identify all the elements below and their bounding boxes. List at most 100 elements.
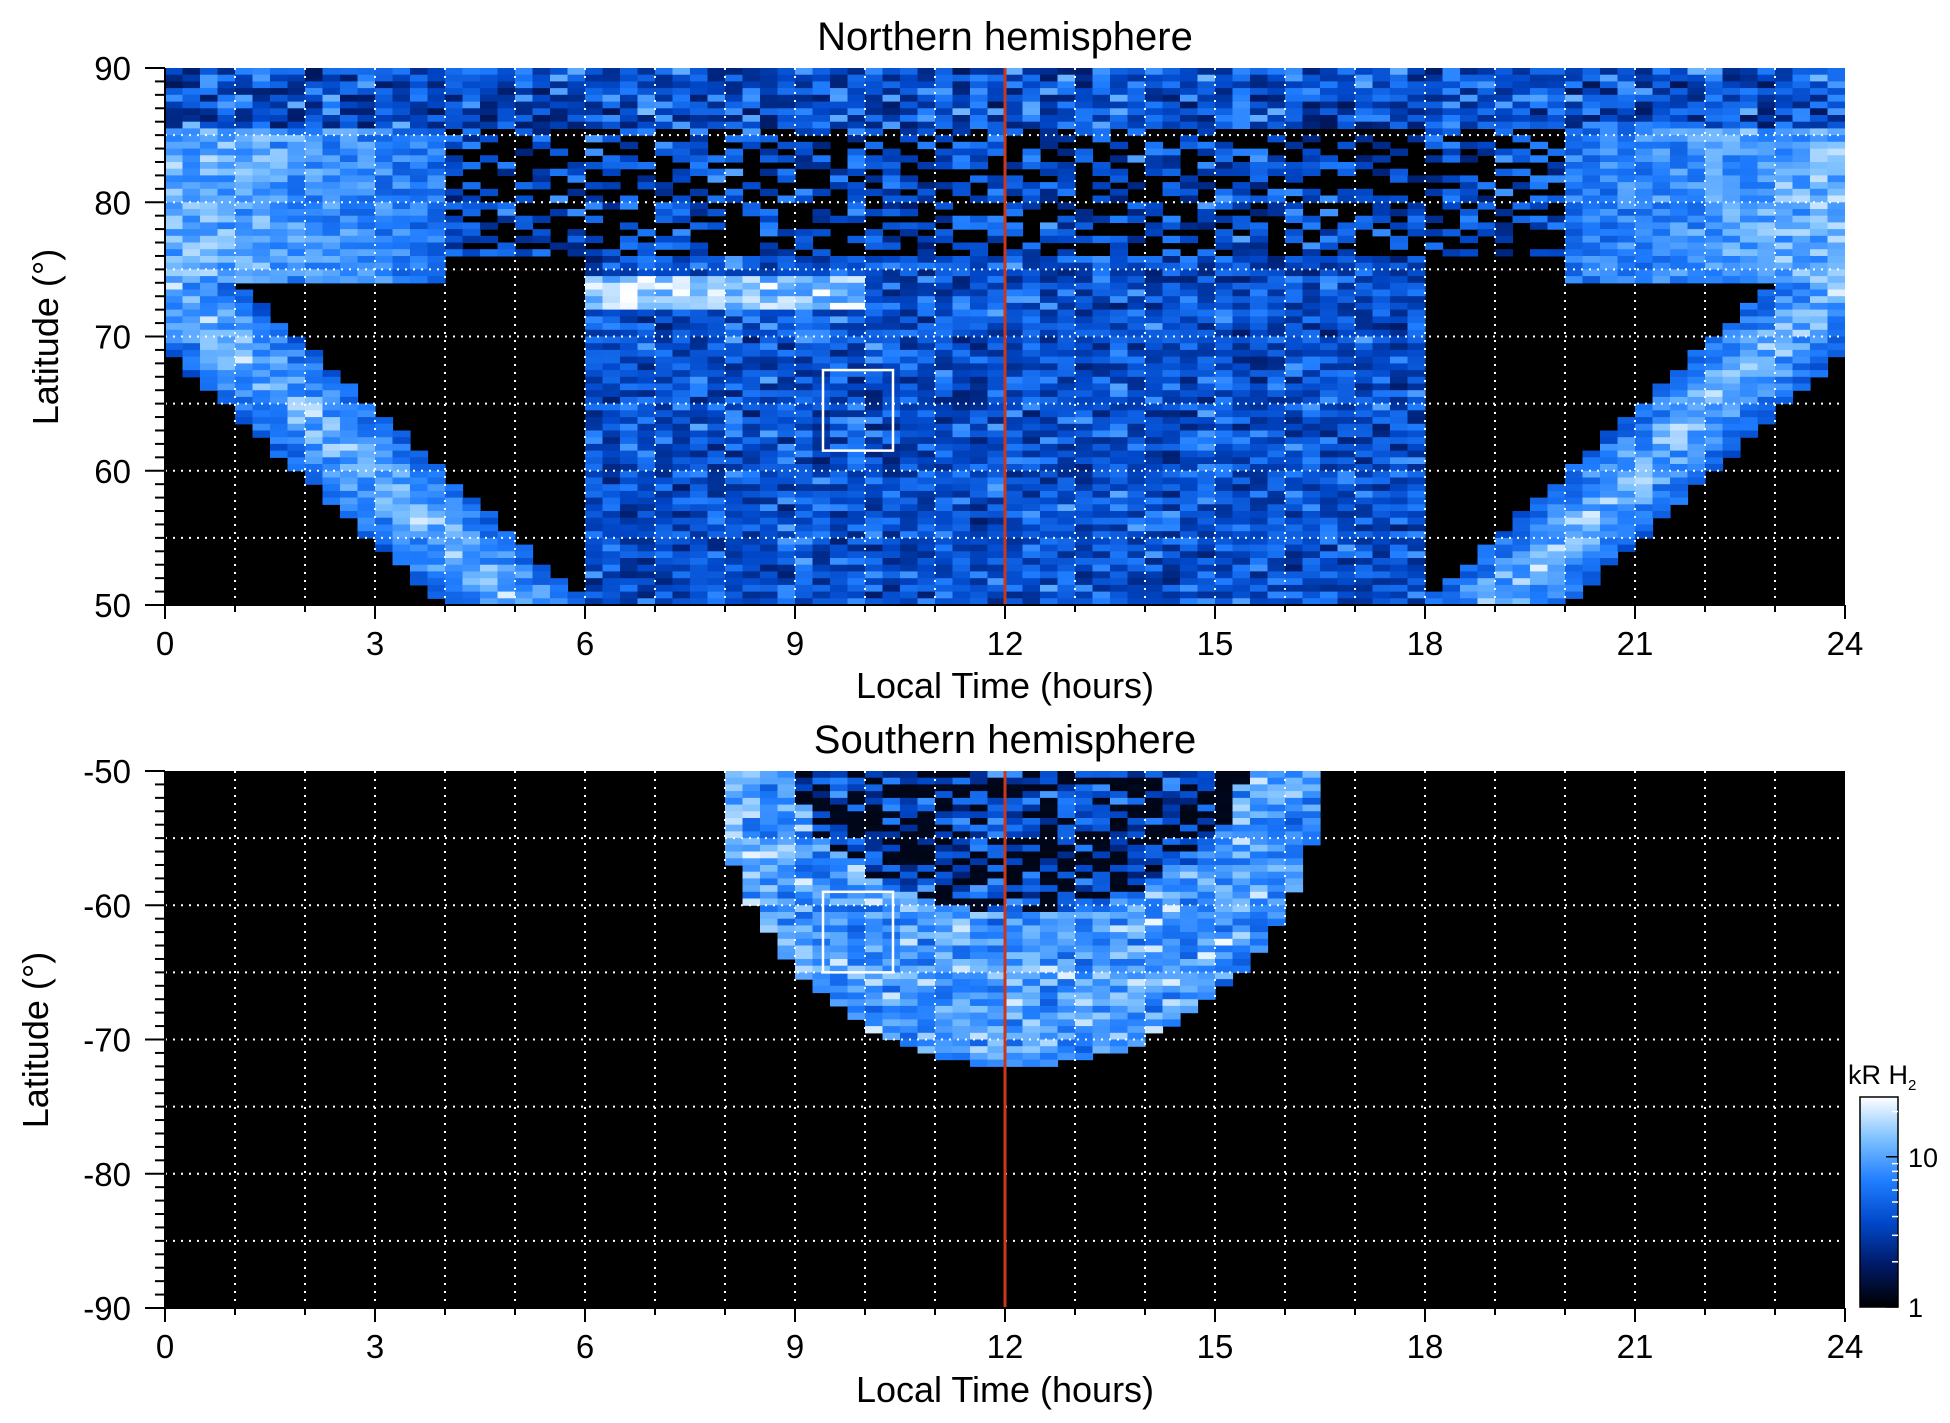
northern-emission-cell <box>392 497 411 505</box>
northern-emission-cell <box>882 370 901 378</box>
northern-emission-cell <box>1425 88 1444 96</box>
northern-emission-cell <box>1407 296 1426 304</box>
northern-emission-cell <box>252 195 271 203</box>
northern-emission-cell <box>182 74 201 82</box>
northern-emission-cell <box>1197 323 1216 331</box>
northern-emission-cell <box>1582 457 1601 465</box>
northern-emission-cell <box>987 262 1006 270</box>
northern-emission-cell <box>217 222 236 230</box>
northern-emission-cell <box>1267 511 1286 519</box>
northern-emission-cell <box>742 282 761 291</box>
northern-emission-cell <box>1390 457 1409 465</box>
northern-emission-cell <box>1232 571 1251 579</box>
northern-emission-cell <box>1040 584 1059 593</box>
northern-emission-cell <box>1197 162 1216 170</box>
northern-emission-cell <box>637 74 656 82</box>
northern-emission-cell <box>602 329 621 338</box>
northern-emission-cell <box>1442 229 1461 237</box>
northern-emission-cell <box>515 121 534 129</box>
northern-emission-cell <box>270 108 289 116</box>
northern-emission-cell <box>1635 162 1654 170</box>
northern-emission-cell <box>1127 383 1146 391</box>
northern-emission-cell <box>777 511 796 519</box>
northern-emission-cell <box>795 390 814 398</box>
northern-emission-cell <box>742 504 761 512</box>
northern-emission-cell <box>1635 531 1654 539</box>
northern-emission-cell <box>1302 383 1321 391</box>
northern-emission-cell <box>935 484 954 492</box>
northern-emission-cell <box>1635 141 1654 150</box>
northern-emission-cell <box>1355 490 1374 499</box>
northern-emission-cell <box>900 578 919 586</box>
northern-emission-cell <box>760 584 779 593</box>
northern-emission-cell <box>252 242 271 250</box>
northern-emission-cell <box>1180 484 1199 492</box>
northern-emission-cell <box>585 115 604 123</box>
northern-emission-cell <box>1302 443 1321 452</box>
northern-emission-cell <box>480 537 499 546</box>
northern-emission-cell <box>655 108 674 116</box>
northern-emission-cell <box>200 249 219 257</box>
northern-emission-cell <box>200 376 219 385</box>
northern-emission-cell <box>200 68 219 76</box>
northern-emission-cell <box>1040 256 1059 264</box>
northern-emission-cell <box>865 175 884 183</box>
northern-emission-cell <box>410 558 429 566</box>
northern-emission-cell <box>532 88 551 96</box>
northern-emission-cell <box>655 511 674 519</box>
northern-emission-cell <box>1285 464 1304 472</box>
northern-emission-cell <box>235 336 254 344</box>
northern-emission-cell <box>445 94 464 103</box>
northern-emission-cell <box>1670 121 1689 129</box>
northern-emission-cell <box>812 370 831 378</box>
northern-emission-cell <box>655 490 674 499</box>
northern-emission-cell <box>725 497 744 505</box>
northern-emission-cell <box>847 88 866 96</box>
northern-emission-cell <box>585 349 604 358</box>
northern-emission-cell <box>830 517 849 525</box>
northern-emission-cell <box>952 356 971 364</box>
northern-emission-cell <box>882 282 901 291</box>
northern-emission-cell <box>655 558 674 566</box>
northern-emission-cell <box>1022 336 1041 344</box>
northern-emission-cell <box>760 437 779 445</box>
northern-emission-cell <box>1372 584 1391 593</box>
northern-emission-cell <box>1582 558 1601 566</box>
northern-emission-cell <box>445 544 464 552</box>
northern-emission-cell <box>1267 276 1286 284</box>
northern-emission-cell <box>1565 504 1584 512</box>
northern-emission-cell <box>340 141 359 150</box>
northern-emission-cell <box>410 128 429 136</box>
northern-emission-cell <box>235 175 254 183</box>
northern-emission-cell <box>585 81 604 89</box>
northern-emission-cell <box>1460 94 1479 103</box>
northern-emission-cell <box>235 155 254 163</box>
northern-emission-cell <box>882 202 901 210</box>
northern-emission-cell <box>445 537 464 546</box>
northern-emission-cell <box>900 571 919 579</box>
northern-emission-cell <box>777 101 796 109</box>
northern-emission-cell <box>1372 531 1391 539</box>
northern-emission-cell <box>620 94 639 103</box>
northern-emission-cell <box>882 396 901 405</box>
northern-emission-cell <box>725 537 744 546</box>
northern-emission-cell <box>427 256 446 264</box>
northern-emission-cell <box>1162 276 1181 284</box>
northern-emission-cell <box>1372 578 1391 586</box>
northern-emission-cell <box>1022 115 1041 123</box>
northern-emission-cell <box>1215 571 1234 579</box>
northern-emission-cell <box>1022 403 1041 411</box>
northern-emission-cell <box>305 155 324 163</box>
northern-emission-cell <box>1075 329 1094 338</box>
northern-emission-cell <box>1355 162 1374 170</box>
northern-emission-cell <box>655 356 674 364</box>
northern-emission-cell <box>917 531 936 539</box>
northern-emission-cell <box>1005 356 1024 364</box>
northern-emission-cell <box>182 282 201 291</box>
northern-emission-cell <box>217 188 236 197</box>
northern-emission-cell <box>1110 598 1129 605</box>
northern-emission-cell <box>882 256 901 264</box>
northern-title: Northern hemisphere <box>817 15 1193 59</box>
northern-emission-cell <box>322 437 341 445</box>
northern-emission-cell <box>445 229 464 237</box>
